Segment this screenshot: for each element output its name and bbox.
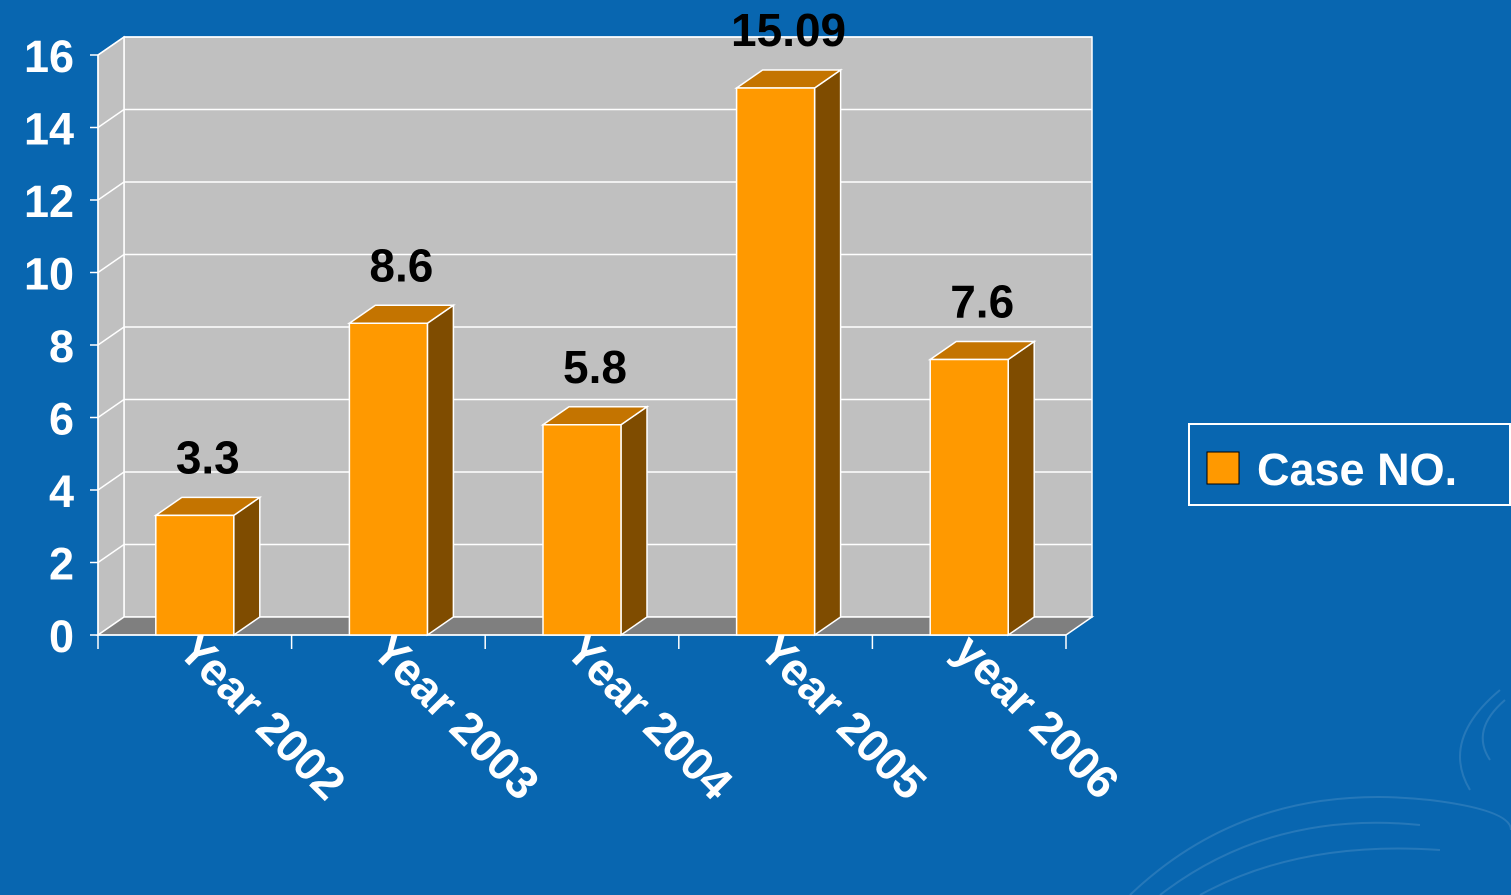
- y-tick-label: 6: [49, 394, 74, 445]
- bar: [927, 340, 1037, 637]
- bar-series: [153, 68, 1037, 637]
- bar: [540, 405, 650, 637]
- bar-side: [233, 495, 261, 637]
- bar-side: [813, 68, 842, 637]
- x-tick-label: Year 2003: [363, 623, 550, 810]
- y-tick-label: 4: [49, 466, 74, 517]
- data-label: 3.3: [176, 431, 240, 483]
- x-tick-label: Year 2005: [750, 623, 937, 810]
- bar-front: [348, 322, 429, 636]
- x-tick-label: Year 2004: [556, 623, 743, 810]
- y-tick-label: 0: [49, 611, 74, 662]
- x-axis: Year 2002 Year 2003 Year 2004 Year 2005 year…: [97, 623, 1129, 810]
- bar: [346, 303, 456, 637]
- legend-frame: [1188, 423, 1511, 506]
- bar: [734, 68, 844, 637]
- bar-front: [155, 514, 235, 636]
- bar-front: [542, 424, 622, 636]
- x-tick-label: Year 2002: [169, 623, 356, 810]
- bar-side: [1007, 340, 1035, 637]
- y-tick-label: 10: [24, 249, 74, 300]
- x-tick-label: year 2006: [944, 624, 1129, 809]
- y-axis: 0 2 4 6 8 10 12 14 16: [24, 31, 99, 662]
- bar-side: [620, 405, 648, 637]
- y-tick-label: 14: [24, 104, 74, 155]
- data-label: 7.6: [950, 276, 1014, 328]
- gridline: [97, 36, 1092, 56]
- data-label: 15.09: [731, 4, 846, 56]
- data-label: 5.8: [563, 341, 627, 393]
- bar: [153, 495, 263, 637]
- data-label: 8.6: [369, 239, 433, 291]
- bar-side: [426, 303, 455, 637]
- legend: Case NO.: [1188, 423, 1511, 506]
- y-tick-label: 12: [24, 176, 74, 227]
- data-labels: 3.3 8.6 5.8 15.09 7.6: [176, 4, 1014, 483]
- legend-swatch: [1206, 451, 1240, 485]
- y-tick-label: 16: [24, 31, 74, 82]
- bar-front: [929, 358, 1009, 636]
- y-tick-label: 8: [49, 321, 74, 372]
- bar-front: [735, 87, 816, 636]
- y-tick-label: 2: [49, 539, 74, 590]
- legend-label: Case NO.: [1257, 444, 1457, 495]
